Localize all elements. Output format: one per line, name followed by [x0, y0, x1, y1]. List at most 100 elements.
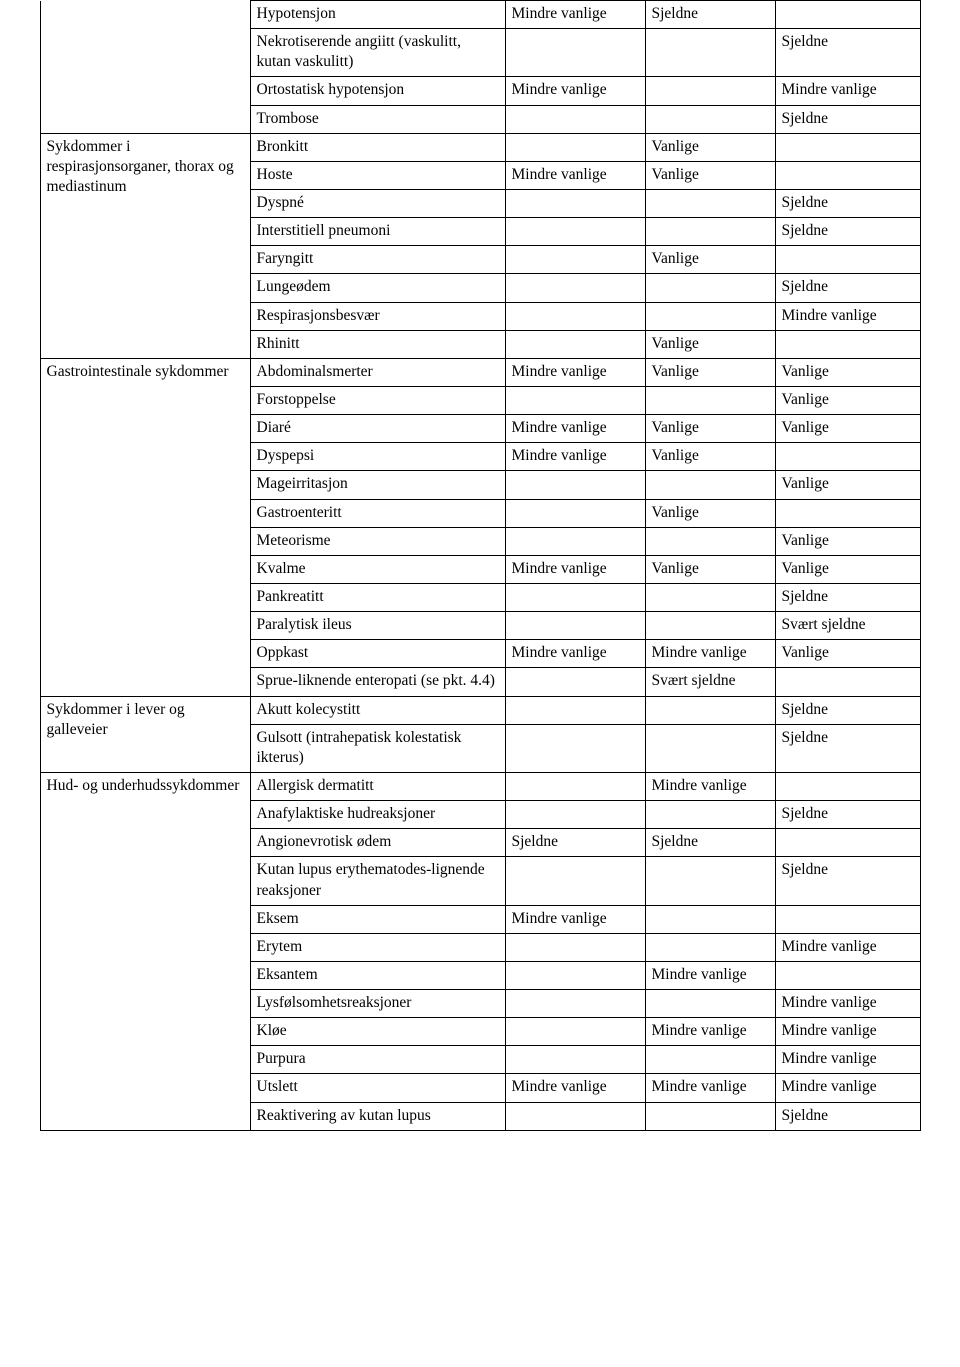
freq-col-1: Mindre vanlige [505, 443, 645, 471]
term-cell: Allergisk dermatitt [250, 772, 505, 800]
freq-col-3 [775, 905, 920, 933]
freq-col-3: Sjeldne [775, 1102, 920, 1130]
freq-col-3: Mindre vanlige [775, 1074, 920, 1102]
term-cell: Bronkitt [250, 133, 505, 161]
freq-col-3 [775, 443, 920, 471]
freq-col-3 [775, 330, 920, 358]
term-cell: Eksem [250, 905, 505, 933]
freq-col-2 [645, 801, 775, 829]
term-cell: Mageirritasjon [250, 471, 505, 499]
freq-col-3 [775, 668, 920, 696]
freq-col-3: Mindre vanlige [775, 990, 920, 1018]
category-cell: Sykdommer i lever og galleveier [40, 696, 250, 772]
table-row: HypotensjonMindre vanligeSjeldne [40, 1, 920, 29]
freq-col-2: Mindre vanlige [645, 1018, 775, 1046]
freq-col-1: Mindre vanlige [505, 1, 645, 29]
freq-col-3: Vanlige [775, 555, 920, 583]
term-cell: Lysfølsomhetsreaksjoner [250, 990, 505, 1018]
freq-col-1 [505, 189, 645, 217]
freq-col-1: Sjeldne [505, 829, 645, 857]
freq-col-1: Mindre vanlige [505, 555, 645, 583]
term-cell: Dyspepsi [250, 443, 505, 471]
table-row: Hud- og underhudssykdommerAllergisk derm… [40, 772, 920, 800]
category-cell: Hud- og underhudssykdommer [40, 772, 250, 1130]
freq-col-3: Sjeldne [775, 583, 920, 611]
freq-col-1 [505, 668, 645, 696]
term-cell: Interstitiell pneumoni [250, 218, 505, 246]
freq-col-2 [645, 933, 775, 961]
term-cell: Diaré [250, 415, 505, 443]
freq-col-1 [505, 961, 645, 989]
freq-col-1 [505, 105, 645, 133]
freq-col-3: Vanlige [775, 415, 920, 443]
freq-col-3: Svært sjeldne [775, 612, 920, 640]
freq-col-3: Vanlige [775, 527, 920, 555]
freq-col-2 [645, 274, 775, 302]
table-row: Gastrointestinale sykdommerAbdominalsmer… [40, 358, 920, 386]
freq-col-2 [645, 857, 775, 905]
freq-col-3: Mindre vanlige [775, 933, 920, 961]
freq-col-1 [505, 1046, 645, 1074]
freq-col-3 [775, 772, 920, 800]
freq-col-2: Mindre vanlige [645, 772, 775, 800]
freq-col-1 [505, 801, 645, 829]
term-cell: Hoste [250, 161, 505, 189]
freq-col-1: Mindre vanlige [505, 161, 645, 189]
term-cell: Hypotensjon [250, 1, 505, 29]
term-cell: Pankreatitt [250, 583, 505, 611]
freq-col-2 [645, 527, 775, 555]
freq-col-2 [645, 471, 775, 499]
term-cell: Ortostatisk hypotensjon [250, 77, 505, 105]
term-cell: Lungeødem [250, 274, 505, 302]
freq-col-3 [775, 1, 920, 29]
term-cell: Erytem [250, 933, 505, 961]
freq-col-2 [645, 1102, 775, 1130]
freq-col-2 [645, 1046, 775, 1074]
term-cell: Utslett [250, 1074, 505, 1102]
table-row: Sykdommer i respirasjonsorganer, thorax … [40, 133, 920, 161]
category-cell: Sykdommer i respirasjonsorganer, thorax … [40, 133, 250, 358]
term-cell: Gastroenteritt [250, 499, 505, 527]
freq-col-2 [645, 29, 775, 77]
freq-col-1 [505, 933, 645, 961]
freq-col-2: Vanlige [645, 555, 775, 583]
term-cell: Abdominalsmerter [250, 358, 505, 386]
freq-col-2: Vanlige [645, 443, 775, 471]
freq-col-3: Mindre vanlige [775, 1046, 920, 1074]
freq-col-2 [645, 302, 775, 330]
freq-col-3: Sjeldne [775, 189, 920, 217]
freq-col-1: Mindre vanlige [505, 77, 645, 105]
freq-col-3: Sjeldne [775, 801, 920, 829]
freq-col-2: Vanlige [645, 499, 775, 527]
freq-col-2: Mindre vanlige [645, 1074, 775, 1102]
freq-col-2: Mindre vanlige [645, 961, 775, 989]
freq-col-1 [505, 527, 645, 555]
freq-col-3 [775, 246, 920, 274]
term-cell: Gulsott (intrahepatisk kolestatisk ikter… [250, 724, 505, 772]
term-cell: Angionevrotisk ødem [250, 829, 505, 857]
freq-col-2: Vanlige [645, 246, 775, 274]
freq-col-1 [505, 583, 645, 611]
freq-col-1: Mindre vanlige [505, 358, 645, 386]
freq-col-1 [505, 246, 645, 274]
term-cell: Anafylaktiske hudreaksjoner [250, 801, 505, 829]
freq-col-1 [505, 1102, 645, 1130]
freq-col-2: Svært sjeldne [645, 668, 775, 696]
freq-col-3: Sjeldne [775, 218, 920, 246]
freq-col-2: Sjeldne [645, 1, 775, 29]
freq-col-3: Vanlige [775, 386, 920, 414]
freq-col-3 [775, 161, 920, 189]
freq-col-2 [645, 189, 775, 217]
term-cell: Eksantem [250, 961, 505, 989]
term-cell: Nekrotiserende angiitt (vaskulitt, kutan… [250, 29, 505, 77]
freq-col-3 [775, 961, 920, 989]
freq-col-3: Vanlige [775, 640, 920, 668]
freq-col-2: Vanlige [645, 133, 775, 161]
freq-col-3: Sjeldne [775, 29, 920, 77]
freq-col-1 [505, 471, 645, 499]
freq-col-1 [505, 218, 645, 246]
freq-col-2 [645, 583, 775, 611]
freq-col-1 [505, 990, 645, 1018]
freq-col-2: Vanlige [645, 161, 775, 189]
freq-col-1 [505, 29, 645, 77]
